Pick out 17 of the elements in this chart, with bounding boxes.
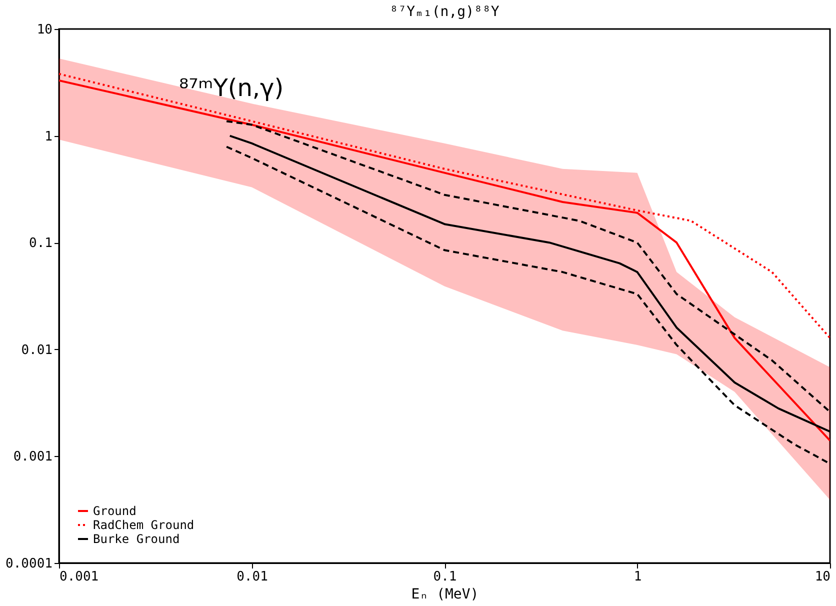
legend-label: RadChem Ground: [93, 518, 194, 532]
x-axis-title: Eₙ (MeV): [411, 586, 479, 602]
legend-label: Ground: [93, 504, 136, 518]
x-tick-label: 1: [634, 570, 642, 584]
x-tick-label: 0.1: [433, 570, 457, 584]
chart-title: ⁸⁷Yₘ₁(n,g)⁸⁸Y: [390, 4, 500, 20]
y-tick-label: 0.0001: [6, 556, 52, 572]
legend-label: Burke Ground: [93, 532, 180, 546]
y-tick-label: 0.01: [21, 342, 52, 358]
y-tick-label: 1: [44, 129, 52, 144]
x-tick-label: 0.001: [60, 570, 99, 584]
y-tick-label: 0.1: [29, 236, 52, 252]
y-tick-label: 0.001: [13, 450, 52, 465]
annotation: ⁸⁷ᵐY(n,γ): [179, 74, 284, 102]
x-tick-label: 0.01: [236, 570, 268, 584]
y-tick-label: 10: [36, 22, 52, 38]
x-tick-label: 10: [814, 570, 830, 584]
